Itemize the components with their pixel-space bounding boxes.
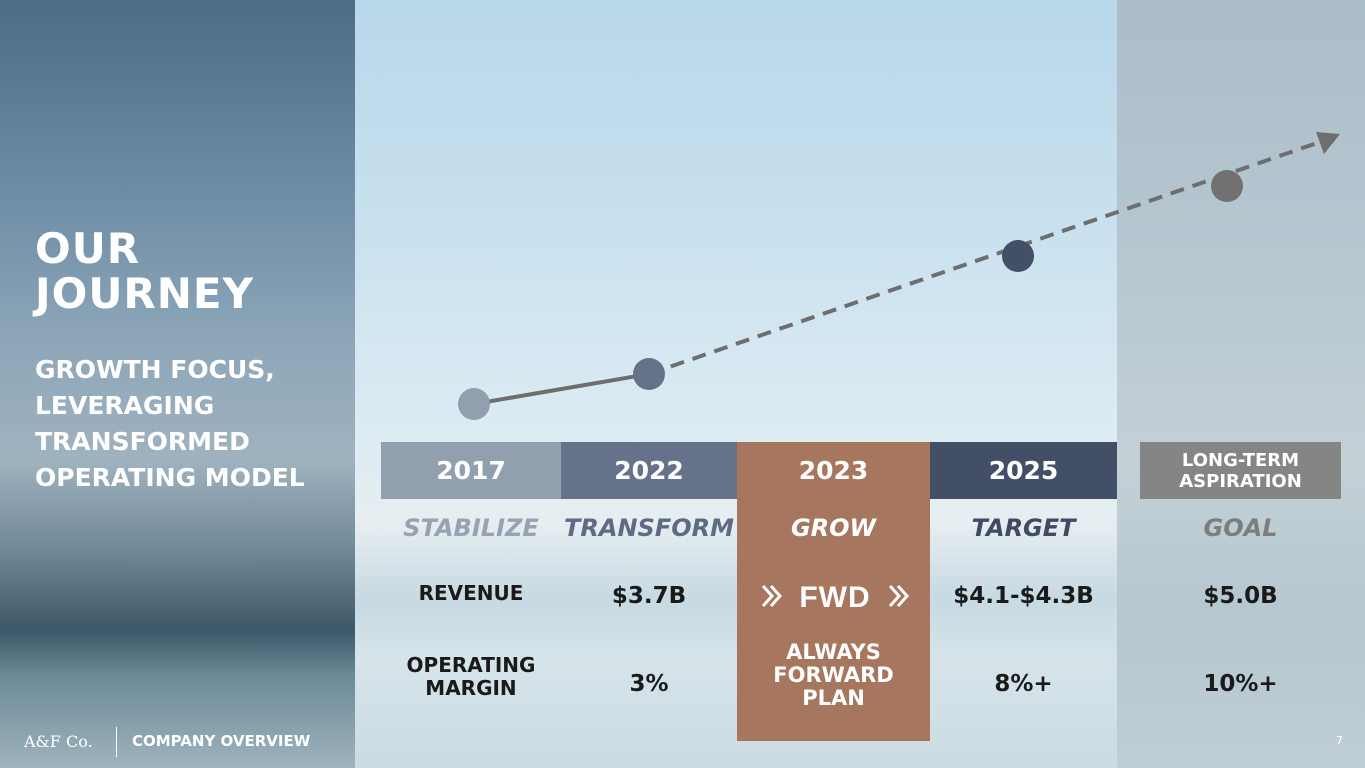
stage-stabilize: STABILIZE (403, 514, 539, 542)
point-2017 (458, 388, 490, 420)
trend-line-dashed (648, 140, 1321, 376)
title-line-1: OUR (35, 224, 141, 273)
subtitle-line: OPERATING MODEL (35, 463, 305, 492)
point-2025 (1002, 240, 1034, 272)
revenue-2025: $4.1-$4.3B (953, 583, 1094, 609)
slide-title: OUR JOURNEY (35, 226, 335, 316)
header-line: LONG-TERM (1181, 449, 1300, 471)
page-number: 7 (1336, 734, 1343, 747)
always-forward-plan: ALWAYS FORWARD PLAN (737, 641, 930, 710)
subtitle-line: TRANSFORMED (35, 427, 250, 456)
row-label-line: OPERATING (406, 653, 536, 677)
plan-line: FORWARD (773, 663, 894, 687)
row-label-revenue: REVENUE (418, 581, 524, 605)
fwd-logo: FWD (761, 581, 910, 612)
year-header-long-term: LONG-TERM ASPIRATION (1140, 442, 1341, 499)
slide-subtitle: GROWTH FOCUS, LEVERAGING TRANSFORMED OPE… (35, 352, 345, 496)
margin-2025: 8%+ (994, 671, 1053, 697)
year-header-2022: 2022 (561, 442, 737, 499)
ocean-photo-right-panel (1117, 0, 1365, 768)
revenue-2022: $3.7B (611, 583, 687, 609)
point-2022 (633, 358, 665, 390)
stage-transform: TRANSFORM (564, 514, 734, 542)
trend-arrow-head (1316, 132, 1340, 154)
trend-line-solid (473, 372, 650, 406)
stage-target: TARGET (971, 514, 1076, 542)
title-line-2: JOURNEY (35, 269, 255, 318)
year-header-2025: 2025 (930, 442, 1117, 499)
margin-long-term: 10%+ (1203, 671, 1278, 697)
footer-divider (116, 727, 117, 757)
subtitle-line: LEVERAGING (35, 391, 215, 420)
ocean-photo-middle-panel (355, 0, 1117, 768)
subtitle-line: GROWTH FOCUS, (35, 355, 275, 384)
fwd-logo-text: FWD (799, 581, 870, 612)
footer-section-label: COMPANY OVERVIEW (132, 732, 311, 750)
year-header-2017: 2017 (381, 442, 561, 499)
revenue-long-term: $5.0B (1203, 583, 1278, 609)
company-logo: A&F Co. (24, 732, 93, 751)
row-label-operating-margin: OPERATING MARGIN (381, 654, 561, 700)
plan-line: PLAN (802, 686, 865, 710)
point-long-term (1211, 170, 1243, 202)
stage-goal: GOAL (1203, 514, 1278, 542)
year-header-2023: 2023 (737, 442, 930, 499)
row-label-line: MARGIN (425, 676, 517, 700)
ocean-photo-left-panel (0, 0, 355, 768)
stage-grow: GROW (790, 514, 877, 542)
header-line: ASPIRATION (1179, 470, 1302, 492)
plan-line: ALWAYS (786, 640, 881, 664)
margin-2022: 3% (629, 671, 669, 697)
